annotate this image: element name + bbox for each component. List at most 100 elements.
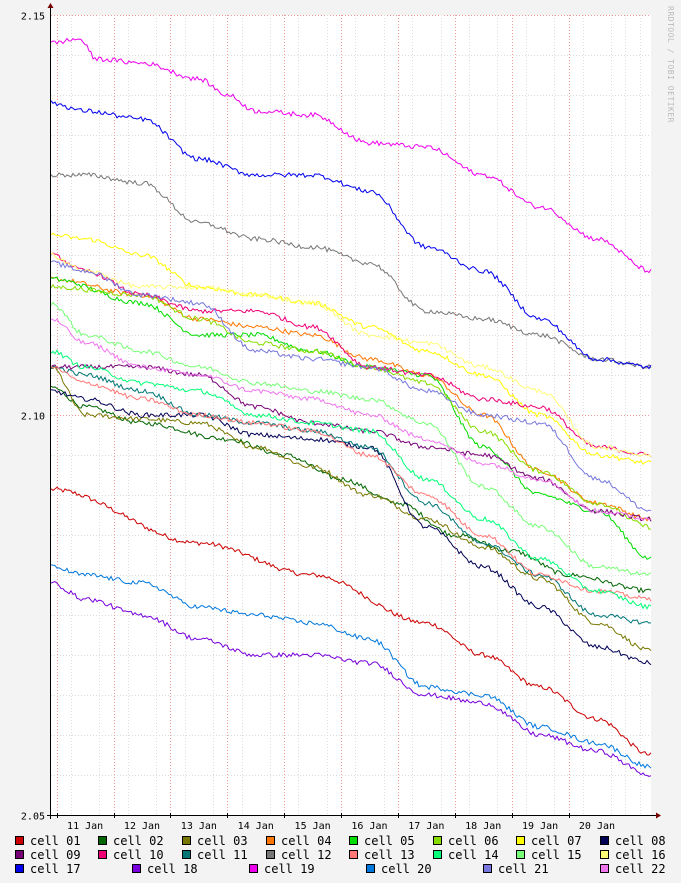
legend-swatch [15, 850, 24, 859]
x-tick-label: 20 Jan [579, 821, 615, 832]
legend-item-cell-02: cell 02 [98, 834, 164, 848]
x-axis-arrow [656, 812, 661, 819]
x-tick-label: 11 Jan [67, 821, 103, 832]
legend-swatch [132, 864, 141, 873]
series-line-cell-08 [50, 389, 652, 666]
legend-swatch [600, 864, 609, 873]
legend-item-cell-06: cell 06 [433, 834, 499, 848]
y-tick-label: 2.15 [21, 12, 45, 23]
x-tick-label: 13 Jan [181, 821, 217, 832]
legend-swatch [98, 850, 107, 859]
series-line-cell-13 [50, 365, 652, 602]
legend-swatch [600, 836, 609, 845]
axes [47, 3, 661, 819]
legend-label: cell 08 [615, 834, 666, 848]
legend-item-cell-07: cell 07 [516, 834, 582, 848]
legend-label: cell 06 [448, 834, 499, 848]
series-line-cell-16 [50, 252, 652, 458]
legend-item-cell-14: cell 14 [433, 848, 499, 862]
legend-swatch [600, 850, 609, 859]
series-line-cell-21 [50, 260, 652, 512]
legend-label: cell 17 [30, 862, 81, 876]
legend-label: cell 21 [498, 862, 549, 876]
series-line-cell-11 [50, 365, 652, 625]
legend-item-cell-10: cell 10 [98, 848, 164, 862]
y-tick-label: 2.05 [21, 812, 45, 823]
legend-swatch [15, 864, 24, 873]
legend-item-cell-03: cell 03 [182, 834, 248, 848]
legend-label: cell 03 [197, 834, 248, 848]
y-axis-arrow [47, 3, 54, 8]
y-tick-label: 2.10 [21, 412, 45, 423]
legend-item-cell-16: cell 16 [600, 848, 666, 862]
series-line-cell-17 [50, 100, 652, 370]
legend-label: cell 05 [364, 834, 415, 848]
legend-item-cell-12: cell 12 [266, 848, 332, 862]
rrdtool-watermark: RRDTOOL / TOBI OETIKER [666, 6, 675, 123]
x-tick-label: 19 Jan [522, 821, 558, 832]
legend-swatch [349, 836, 358, 845]
x-tick-label: 17 Jan [408, 821, 444, 832]
x-tick-label: 15 Jan [295, 821, 331, 832]
legend-label: cell 04 [281, 834, 332, 848]
legend-swatch [433, 850, 442, 859]
series-line-cell-22 [50, 318, 652, 522]
legend-label: cell 22 [615, 862, 666, 876]
legend-swatch [182, 850, 191, 859]
series-line-cell-07 [50, 232, 652, 465]
x-tick-label: 14 Jan [238, 821, 274, 832]
series-line-cell-19 [50, 37, 652, 274]
x-tick-label: 12 Jan [124, 821, 160, 832]
legend-item-cell-09: cell 09 [15, 848, 81, 862]
legend-label: cell 15 [531, 848, 582, 862]
legend-label: cell 16 [615, 848, 666, 862]
legend-label: cell 10 [113, 848, 164, 862]
legend-item-cell-04: cell 04 [266, 834, 332, 848]
legend-item-cell-11: cell 11 [182, 848, 248, 862]
legend-swatch [266, 850, 275, 859]
legend-swatch [516, 850, 525, 859]
legend-item-cell-18: cell 18 [132, 862, 198, 876]
legend-item-cell-01: cell 01 [15, 834, 81, 848]
legend-label: cell 20 [381, 862, 432, 876]
legend-label: cell 14 [448, 848, 499, 862]
legend-item-cell-22: cell 22 [600, 862, 666, 876]
legend-swatch [349, 850, 358, 859]
legend-label: cell 19 [264, 862, 315, 876]
legend-item-cell-20: cell 20 [366, 862, 432, 876]
legend-item-cell-08: cell 08 [600, 834, 666, 848]
legend-swatch [366, 864, 375, 873]
legend-label: cell 02 [113, 834, 164, 848]
legend-swatch [249, 864, 258, 873]
series-line-cell-01 [50, 486, 652, 756]
series-line-cell-02 [50, 385, 652, 594]
legend-swatch [433, 836, 442, 845]
x-tick-label: 18 Jan [465, 821, 501, 832]
legend-swatch [98, 836, 107, 845]
legend-label: cell 18 [147, 862, 198, 876]
legend-swatch [483, 864, 492, 873]
legend: cell 01 cell 02 cell 03 cell 04 cell 05 cell … [15, 834, 666, 876]
legend-swatch [182, 836, 191, 845]
legend-label: cell 12 [281, 848, 332, 862]
series-line-cell-12 [50, 172, 652, 370]
legend-item-cell-21: cell 21 [483, 862, 549, 876]
legend-swatch [15, 836, 24, 845]
series-line-cell-03 [50, 365, 652, 651]
legend-item-cell-17: cell 17 [15, 862, 81, 876]
legend-swatch [516, 836, 525, 845]
series-lines [50, 37, 652, 778]
series-line-cell-14 [50, 349, 652, 610]
series-line-cell-10 [50, 252, 652, 458]
legend-item-cell-19: cell 19 [249, 862, 315, 876]
legend-item-cell-05: cell 05 [349, 834, 415, 848]
x-tick-label: 16 Jan [351, 821, 387, 832]
legend-label: cell 11 [197, 848, 248, 862]
series-line-cell-20 [50, 564, 652, 769]
series-line-cell-15 [50, 301, 652, 576]
series-line-cell-18 [50, 581, 652, 778]
legend-label: cell 01 [30, 834, 81, 848]
legend-label: cell 07 [531, 834, 582, 848]
tick-labels: 2.05 2.10 2.15 11 Jan 12 Jan 13 Jan 14 Jan 15 J… [21, 12, 615, 833]
